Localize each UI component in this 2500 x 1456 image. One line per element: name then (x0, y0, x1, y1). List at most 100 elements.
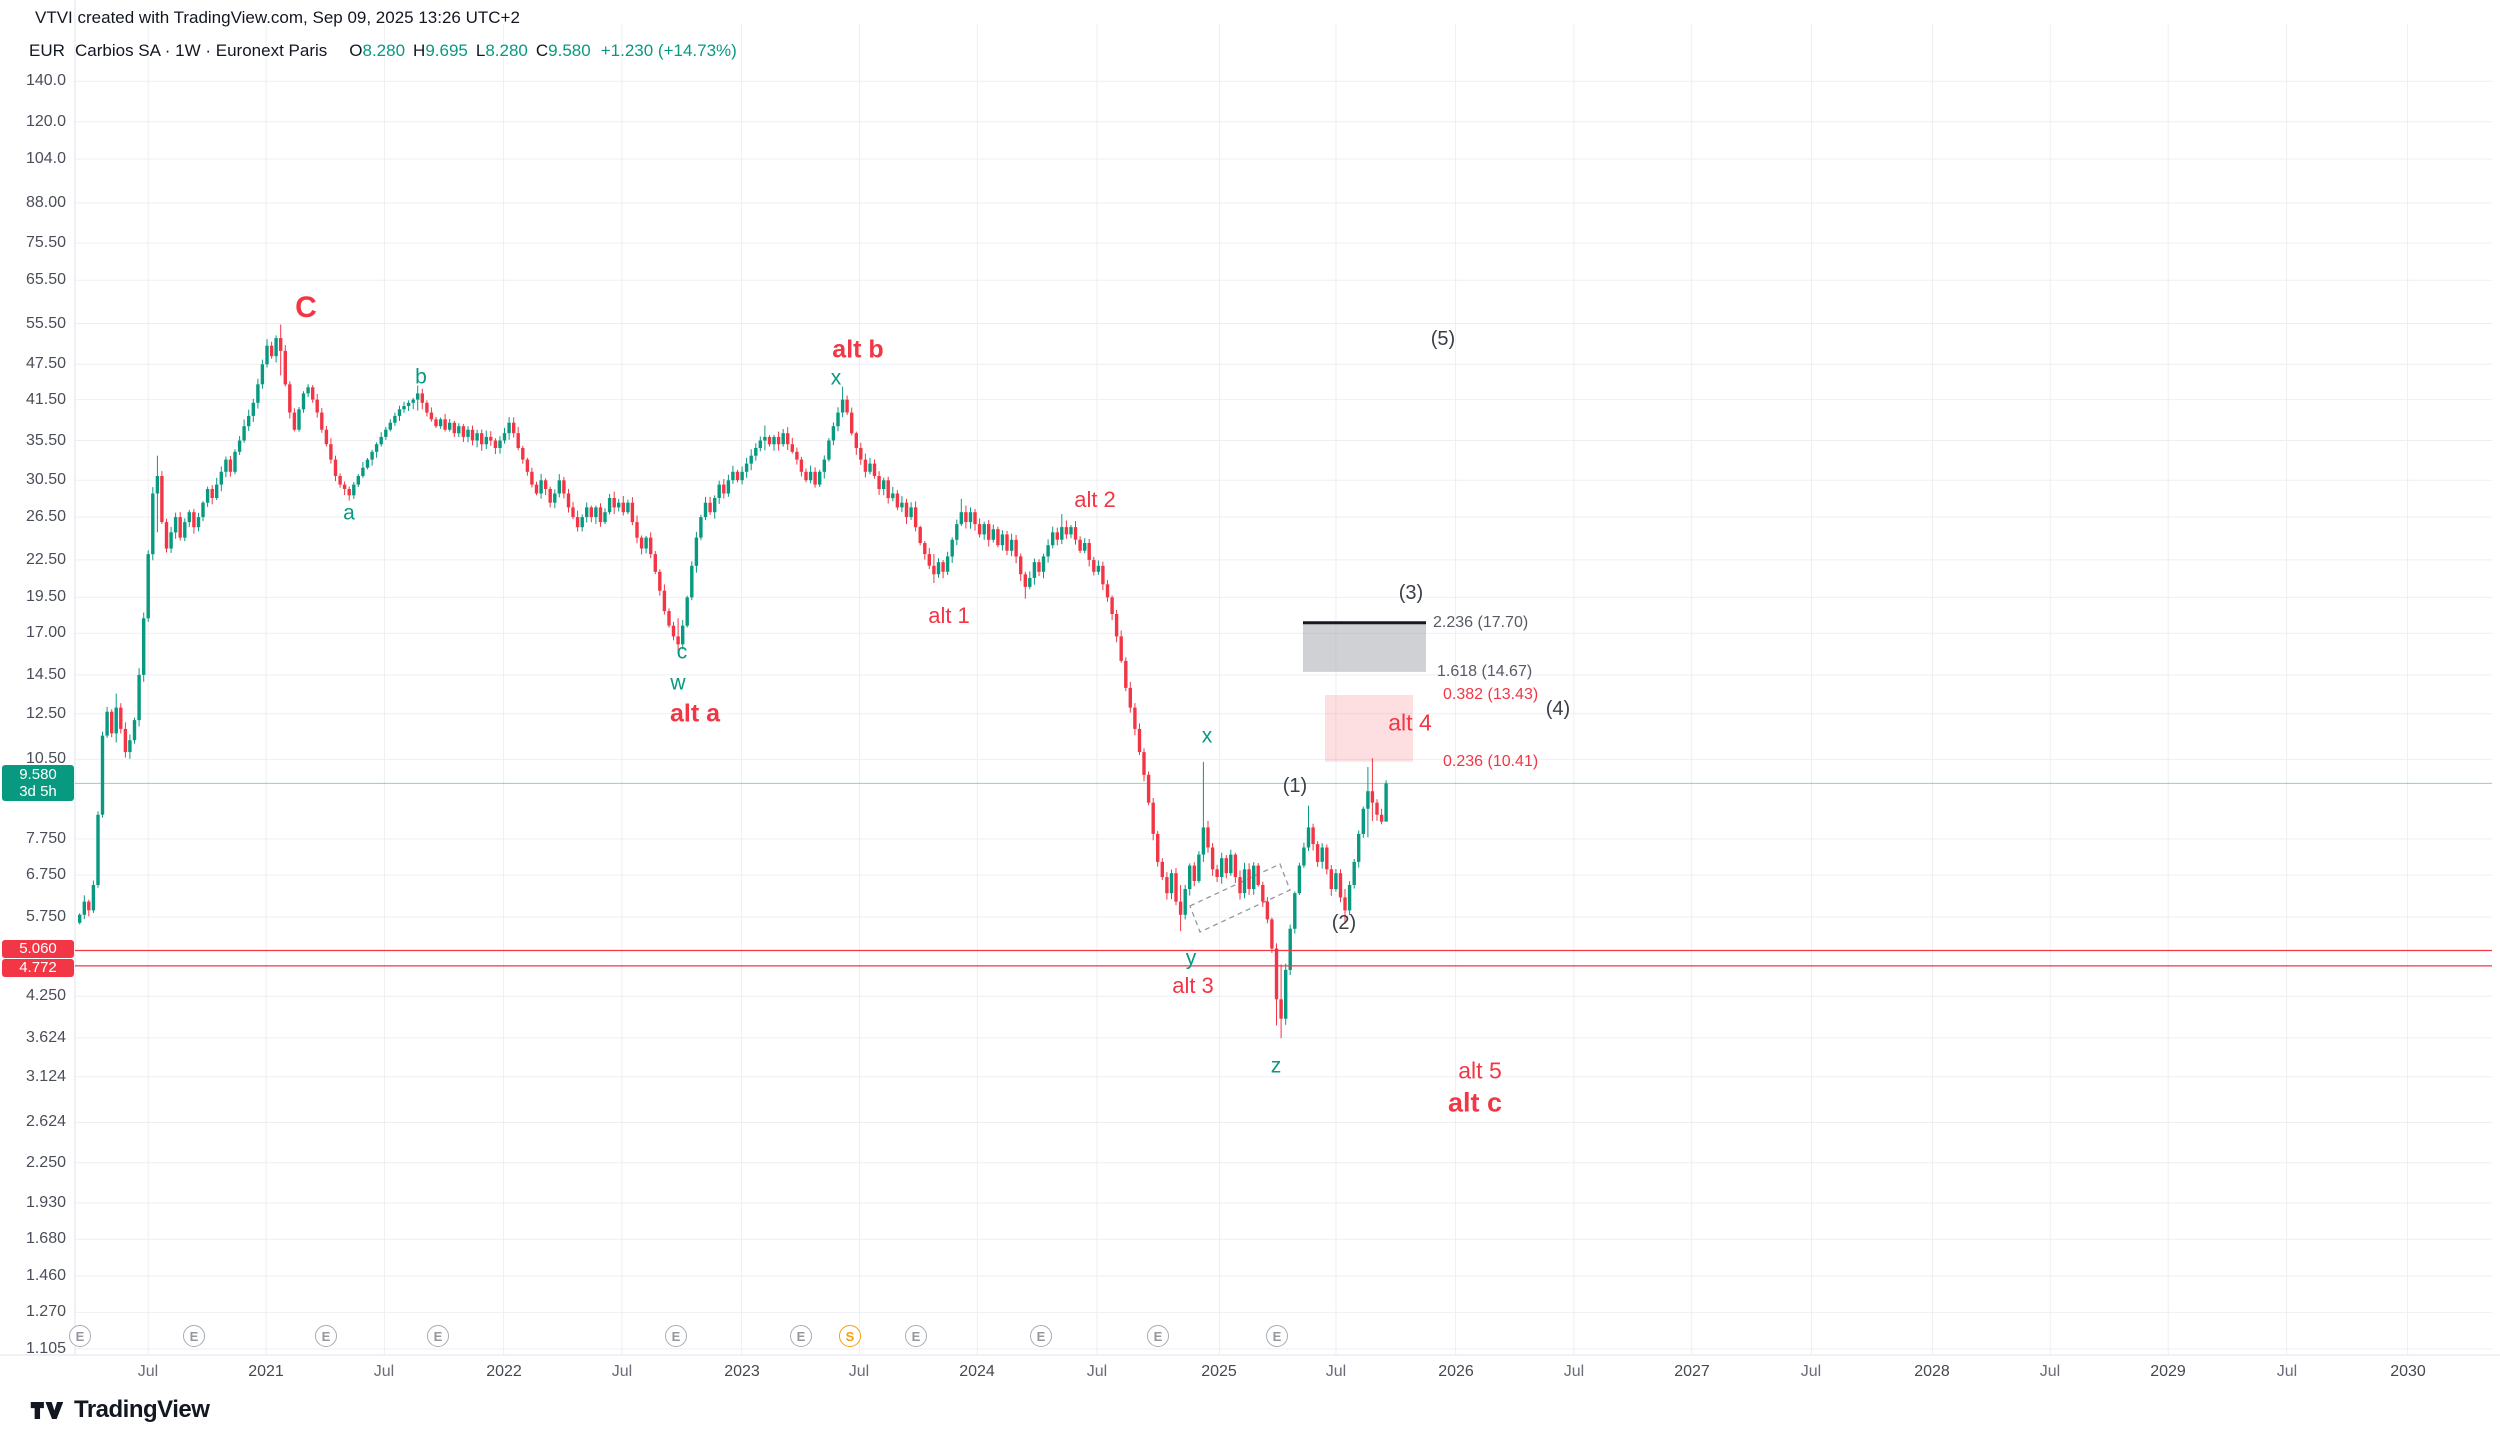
time-axis-tick[interactable]: 2022 (486, 1363, 522, 1380)
fib-level-label[interactable]: 0.236 (10.41) (1443, 753, 1539, 770)
price-axis-tick[interactable]: 1.930 (25, 1194, 66, 1211)
earnings-marker[interactable]: E (427, 1325, 449, 1347)
earnings-marker[interactable]: E (315, 1325, 337, 1347)
price-axis-tick[interactable]: 88.00 (25, 194, 66, 211)
price-axis-tick[interactable]: 3.124 (25, 1068, 66, 1085)
time-axis-tick[interactable]: Jul (2039, 1363, 2061, 1380)
time-axis-tick[interactable]: Jul (1086, 1363, 1108, 1380)
price-axis-tick[interactable]: 1.460 (25, 1267, 66, 1284)
price-axis-tick[interactable]: 6.750 (25, 866, 66, 883)
wave-label[interactable]: alt 5 (1458, 1057, 1502, 1084)
time-axis-tick[interactable]: Jul (1563, 1363, 1585, 1380)
earnings-marker[interactable]: E (69, 1325, 91, 1347)
price-axis-tick[interactable]: 10.50 (25, 750, 66, 767)
wave-label[interactable]: alt b (832, 335, 884, 364)
price-axis-tick[interactable]: 5.750 (25, 908, 66, 925)
price-axis-currency-label[interactable]: EUR (29, 41, 65, 60)
wave-label[interactable]: (4) (1545, 698, 1571, 720)
price-axis-tick[interactable]: 22.50 (25, 551, 66, 568)
earnings-marker[interactable]: E (1030, 1325, 1052, 1347)
time-axis-tick[interactable]: 2026 (1438, 1363, 1474, 1380)
price-axis-tick[interactable]: 14.50 (25, 666, 66, 683)
price-axis-tick[interactable]: 7.750 (25, 830, 66, 847)
wave-label[interactable]: b (415, 365, 427, 389)
price-axis-tick[interactable]: 140.0 (25, 72, 66, 89)
price-axis-tick[interactable]: 3.624 (25, 1029, 66, 1046)
price-axis-tick[interactable]: 120.0 (25, 113, 66, 130)
time-axis-tick[interactable]: Jul (2276, 1363, 2298, 1380)
price-axis-tick[interactable]: 55.50 (25, 315, 66, 332)
tradingview-wordmark: TradingView (74, 1396, 210, 1423)
wave-label[interactable]: alt 3 (1172, 973, 1214, 998)
time-axis-tick[interactable]: Jul (1800, 1363, 1822, 1380)
price-axis-tick[interactable]: 35.50 (25, 432, 66, 449)
wave-label[interactable]: (1) (1282, 775, 1308, 797)
price-axis-tick[interactable]: 2.250 (25, 1154, 66, 1171)
time-axis-tick[interactable]: 2021 (248, 1363, 284, 1380)
price-axis-tick[interactable]: 2.624 (25, 1113, 66, 1130)
price-axis-tick[interactable]: 75.50 (25, 234, 66, 251)
earnings-marker[interactable]: E (1147, 1325, 1169, 1347)
legend-close-value: 9.580 (548, 41, 591, 60)
wave-label[interactable]: C (295, 291, 317, 324)
price-axis-tick[interactable]: 41.50 (25, 391, 66, 408)
price-axis-tick[interactable]: 1.105 (25, 1340, 66, 1357)
price-axis-tick[interactable]: 30.50 (25, 471, 66, 488)
wave-label[interactable]: alt a (669, 699, 721, 728)
wave-label[interactable]: alt 2 (1074, 487, 1116, 512)
wave-label[interactable]: c (676, 640, 688, 664)
wave-label[interactable]: z (1270, 1054, 1282, 1078)
wave-label[interactable]: x (830, 366, 842, 390)
alert-price-badge: 4.772 (2, 959, 74, 977)
wave-label[interactable]: x (1201, 724, 1213, 748)
earnings-marker[interactable]: E (905, 1325, 927, 1347)
wave-label[interactable]: (3) (1398, 582, 1424, 604)
earnings-marker[interactable]: E (790, 1325, 812, 1347)
time-axis-tick[interactable]: Jul (373, 1363, 395, 1380)
earnings-marker[interactable]: E (665, 1325, 687, 1347)
wave-label[interactable]: alt 1 (928, 603, 970, 628)
price-axis-tick[interactable]: 4.250 (25, 987, 66, 1004)
price-axis-tick[interactable]: 65.50 (25, 271, 66, 288)
time-axis-tick[interactable]: Jul (1325, 1363, 1347, 1380)
price-axis-tick[interactable]: 12.50 (25, 705, 66, 722)
wave-label[interactable]: w (670, 671, 686, 695)
legend-open-label: O (349, 41, 363, 60)
time-axis-tick[interactable]: 2030 (2390, 1363, 2426, 1380)
time-axis-tick[interactable]: 2028 (1914, 1363, 1950, 1380)
time-axis-tick[interactable]: Jul (137, 1363, 159, 1380)
fib-level-label[interactable]: 1.618 (14.67) (1437, 663, 1533, 680)
price-axis-tick[interactable]: 17.00 (25, 624, 66, 641)
earnings-marker[interactable]: E (1266, 1325, 1288, 1347)
time-axis-tick[interactable]: 2029 (2150, 1363, 2186, 1380)
fib-level-label[interactable]: 0.382 (13.43) (1443, 686, 1539, 703)
fib-level-label[interactable]: 2.236 (17.70) (1433, 614, 1529, 631)
wave-label[interactable]: (5) (1430, 328, 1456, 350)
wave-label[interactable]: a (343, 501, 355, 525)
time-axis-tick[interactable]: 2027 (1674, 1363, 1710, 1380)
tradingview-logo[interactable]: TradingView (30, 1396, 210, 1424)
wave-label[interactable]: alt 4 (1388, 709, 1432, 736)
legend-high-value: 9.695 (425, 41, 468, 60)
wave-label[interactable]: y (1185, 946, 1197, 970)
price-axis-tick[interactable]: 104.0 (25, 150, 66, 167)
price-axis-tick[interactable]: 1.270 (25, 1303, 66, 1320)
price-axis-tick[interactable]: 1.680 (25, 1230, 66, 1247)
price-axis-tick[interactable]: 26.50 (25, 508, 66, 525)
time-axis-tick[interactable]: Jul (611, 1363, 633, 1380)
price-axis-tick[interactable]: 47.50 (25, 355, 66, 372)
price-axis-tick[interactable]: 19.50 (25, 588, 66, 605)
wave-label[interactable]: (2) (1331, 912, 1357, 934)
wave-label[interactable]: alt c (1447, 1087, 1503, 1118)
time-axis-tick[interactable]: 2025 (1201, 1363, 1237, 1380)
time-axis-tick[interactable]: Jul (848, 1363, 870, 1380)
earnings-marker[interactable]: E (183, 1325, 205, 1347)
time-axis-tick[interactable]: 2023 (724, 1363, 760, 1380)
legend-symbol-title[interactable]: Carbios SA · 1W · Euronext Paris (75, 41, 328, 60)
legend-high-label: H (413, 41, 426, 60)
split-marker[interactable]: S (839, 1325, 861, 1347)
time-axis-tick[interactable]: 2024 (959, 1363, 995, 1380)
alert-price-badge: 5.060 (2, 940, 74, 958)
